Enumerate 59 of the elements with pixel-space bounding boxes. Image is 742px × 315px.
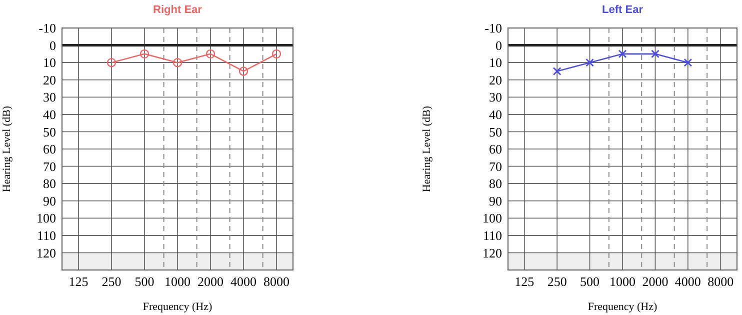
y-tick-label: 10 [43,55,56,70]
y-tick-label: 20 [489,72,502,88]
x-tick-label: 500 [134,274,154,289]
chart-title: Left Ear [602,4,644,16]
point [106,58,116,68]
chart-title: Right Ear [153,4,203,16]
y-tick-label: 80 [43,176,56,192]
y-tick-label: 70 [489,158,502,174]
y-tick-label: 40 [43,106,56,122]
point [238,66,248,76]
x-tick-label: 1000 [609,274,636,289]
y-tick-label: 110 [482,228,502,243]
x-tick-label: 2000 [197,274,224,289]
y-tick-label: 100 [36,210,56,226]
point [684,58,692,67]
point [618,50,627,58]
y-tick-label: 0 [496,38,502,53]
point [206,49,216,59]
x-axis-title: Frequency (Hz) [588,301,658,313]
y-axis-title: Hearing Level (dB) [1,106,13,192]
y-tick-label: 30 [489,90,502,105]
y-tick-label: 120 [36,245,56,260]
point [586,58,594,67]
point [651,50,660,58]
x-tick-label: 4000 [230,274,256,289]
y-tick-label: 90 [43,193,56,208]
x-tick-label: 125 [514,274,534,289]
y-tick-label: 60 [489,142,502,157]
x-tick-label: 8000 [708,274,734,289]
y-tick-label: 50 [43,124,56,140]
x-tick-label: 125 [68,274,88,289]
y-tick-label: 70 [43,158,56,174]
y-tick-label: 40 [489,106,502,122]
y-tick-label: 10 [489,55,502,70]
y-tick-label: 20 [43,72,56,88]
x-axis-title: Frequency (Hz) [142,301,212,313]
y-tick-label: 80 [489,176,502,192]
y-tick-label: 0 [50,38,56,53]
x-tick-label: 500 [580,274,600,289]
y-tick-label: -10 [484,20,502,36]
y-tick-label: 110 [36,228,56,243]
x-tick-label: 1000 [164,274,190,289]
y-tick-label: 60 [43,142,56,157]
point [272,49,282,59]
x-tick-label: 250 [102,274,122,289]
point [140,49,150,59]
y-tick-label: 100 [482,210,502,226]
point [552,67,562,76]
y-tick-label: 120 [482,245,502,260]
y-tick-label: -10 [38,20,56,36]
x-tick-label: 4000 [674,274,701,289]
y-tick-label: 30 [43,90,56,105]
point [172,58,182,68]
x-tick-label: 250 [547,274,567,289]
y-tick-label: 50 [489,124,502,140]
y-tick-label: 90 [489,193,502,208]
y-axis-title: Hearing Level (dB) [421,106,433,192]
x-tick-label: 8000 [264,274,290,289]
x-tick-label: 2000 [642,274,668,289]
